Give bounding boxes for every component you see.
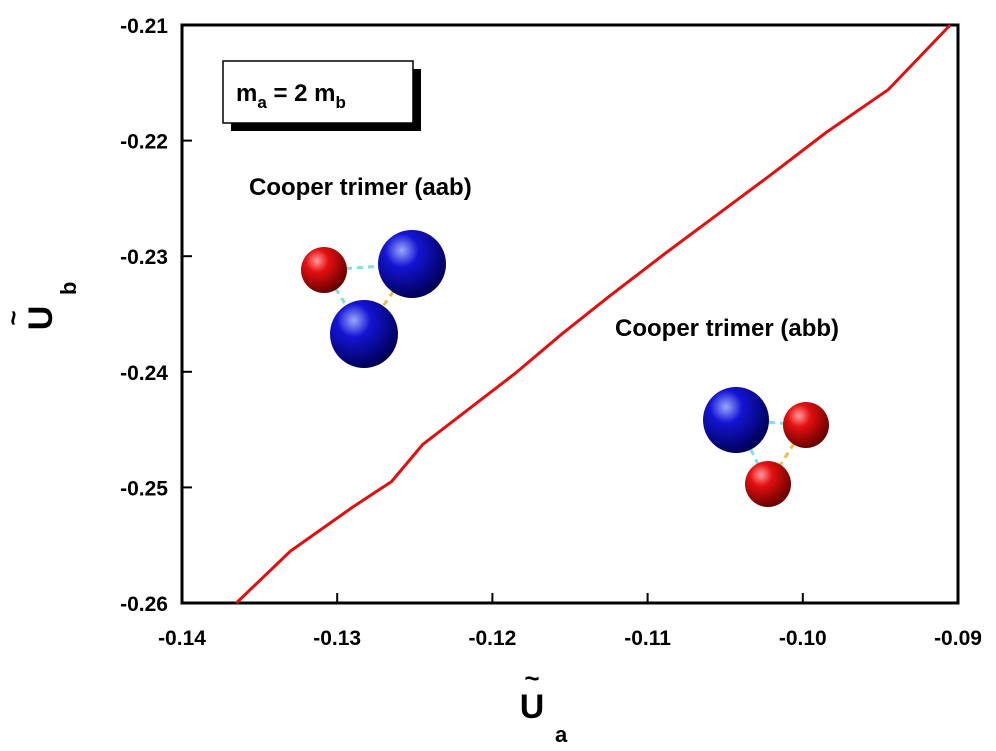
x-tick-label: -0.14 <box>158 627 206 650</box>
trimer-abb-illustration <box>703 387 829 507</box>
region-label-abb: Cooper trimer (abb) <box>615 315 839 342</box>
atom-b <box>330 300 398 368</box>
series-line-0 <box>235 23 952 605</box>
mass-ratio-box: ma = 2 mb <box>222 60 421 131</box>
mass-ratio-text: ma = 2 mb <box>236 80 346 112</box>
y-tick-label: -0.25 <box>120 477 168 500</box>
y-axis-label-subscript: b <box>56 282 81 295</box>
x-axis-label-main: U <box>520 688 545 726</box>
atom-a <box>783 402 829 448</box>
region-label-aab: Cooper trimer (aab) <box>249 174 472 201</box>
y-axis-label-tilde: ~ <box>0 310 28 325</box>
x-axis-label-tilde: ~ <box>524 663 539 693</box>
atom-a <box>301 247 347 293</box>
atom-b <box>703 387 769 453</box>
series-layer <box>235 23 952 605</box>
y-tick-label: -0.21 <box>120 15 168 38</box>
y-axis-label: U ~ b <box>0 282 81 331</box>
atom-a <box>745 461 791 507</box>
y-tick-label: -0.26 <box>120 593 168 616</box>
x-axis-ticks: -0.14 -0.13 -0.12 -0.11 -0.10 -0.09 <box>158 593 982 650</box>
x-tick-label: -0.09 <box>934 627 982 650</box>
x-tick-label: -0.10 <box>779 627 827 650</box>
x-axis-label-subscript: a <box>555 722 568 747</box>
x-tick-label: -0.11 <box>624 627 671 650</box>
trimer-aab-illustration <box>301 230 446 368</box>
x-tick-label: -0.12 <box>468 627 516 650</box>
y-axis-label-main: U <box>22 306 60 331</box>
y-axis-ticks: -0.26 -0.25 -0.24 -0.23 -0.22 -0.21 <box>120 15 192 616</box>
atom-b <box>378 230 446 298</box>
y-tick-label: -0.23 <box>120 246 168 269</box>
y-tick-label: -0.22 <box>120 131 168 154</box>
y-tick-label: -0.24 <box>120 362 168 385</box>
x-tick-label: -0.13 <box>313 627 361 650</box>
x-axis-label: U ~ a <box>520 663 568 747</box>
mass-ratio-box-frame <box>222 60 414 124</box>
plot-frame <box>180 23 960 605</box>
